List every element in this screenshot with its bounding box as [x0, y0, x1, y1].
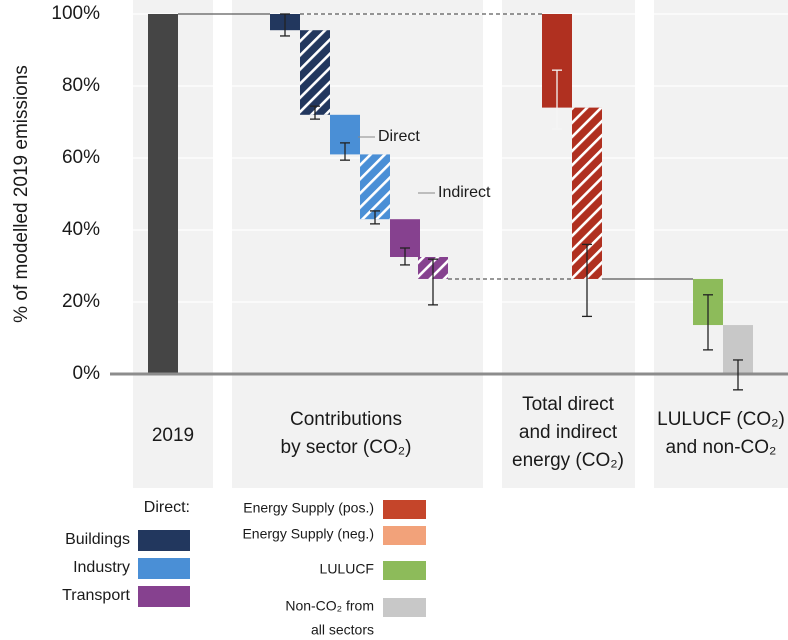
- y-tick-label: 80%: [62, 75, 100, 96]
- legend-swatch: [138, 558, 190, 579]
- legend-title: Direct:: [144, 499, 190, 516]
- group-label: and non-CO₂: [666, 437, 777, 458]
- bar-hatch: [300, 30, 330, 115]
- legend-label: Energy Supply (neg.): [242, 526, 374, 542]
- annotation: Direct: [378, 128, 420, 145]
- legend-label: Transport: [62, 587, 130, 604]
- legend-swatch: [138, 530, 190, 551]
- y-tick-label: 40%: [62, 219, 100, 240]
- legend-swatch: [383, 561, 426, 580]
- legend-label: Energy Supply (pos.): [243, 500, 374, 516]
- group-label: by sector (CO₂): [281, 437, 412, 458]
- group-label: Total direct: [522, 394, 615, 415]
- group-label: LULUCF (CO₂): [657, 409, 785, 430]
- legend-label: Non-CO₂ from: [285, 598, 374, 614]
- legend-label: Buildings: [65, 531, 130, 548]
- y-axis-label: % of modelled 2019 emissions: [11, 65, 32, 323]
- y-tick-label: 0%: [73, 363, 101, 384]
- group-label: Contributions: [290, 409, 402, 430]
- legend-swatch: [383, 500, 426, 519]
- y-tick-label: 100%: [51, 3, 100, 24]
- panel: [654, 0, 788, 488]
- bar-hatch: [360, 154, 390, 220]
- legend-swatch: [383, 526, 426, 545]
- annotation: Indirect: [438, 184, 491, 201]
- legend-label: LULUCF: [320, 561, 374, 577]
- legend-swatch: [138, 586, 190, 607]
- bar: [148, 14, 178, 374]
- legend-label: Industry: [73, 559, 130, 576]
- panel: [232, 0, 483, 488]
- legend-swatch: [383, 598, 426, 617]
- y-tick-label: 20%: [62, 291, 100, 312]
- y-tick-label: 60%: [62, 147, 100, 168]
- legend-label: all sectors: [311, 622, 374, 638]
- group-label: and indirect: [519, 422, 618, 443]
- group-label: energy (CO₂): [512, 450, 624, 471]
- group-label: 2019: [152, 425, 194, 446]
